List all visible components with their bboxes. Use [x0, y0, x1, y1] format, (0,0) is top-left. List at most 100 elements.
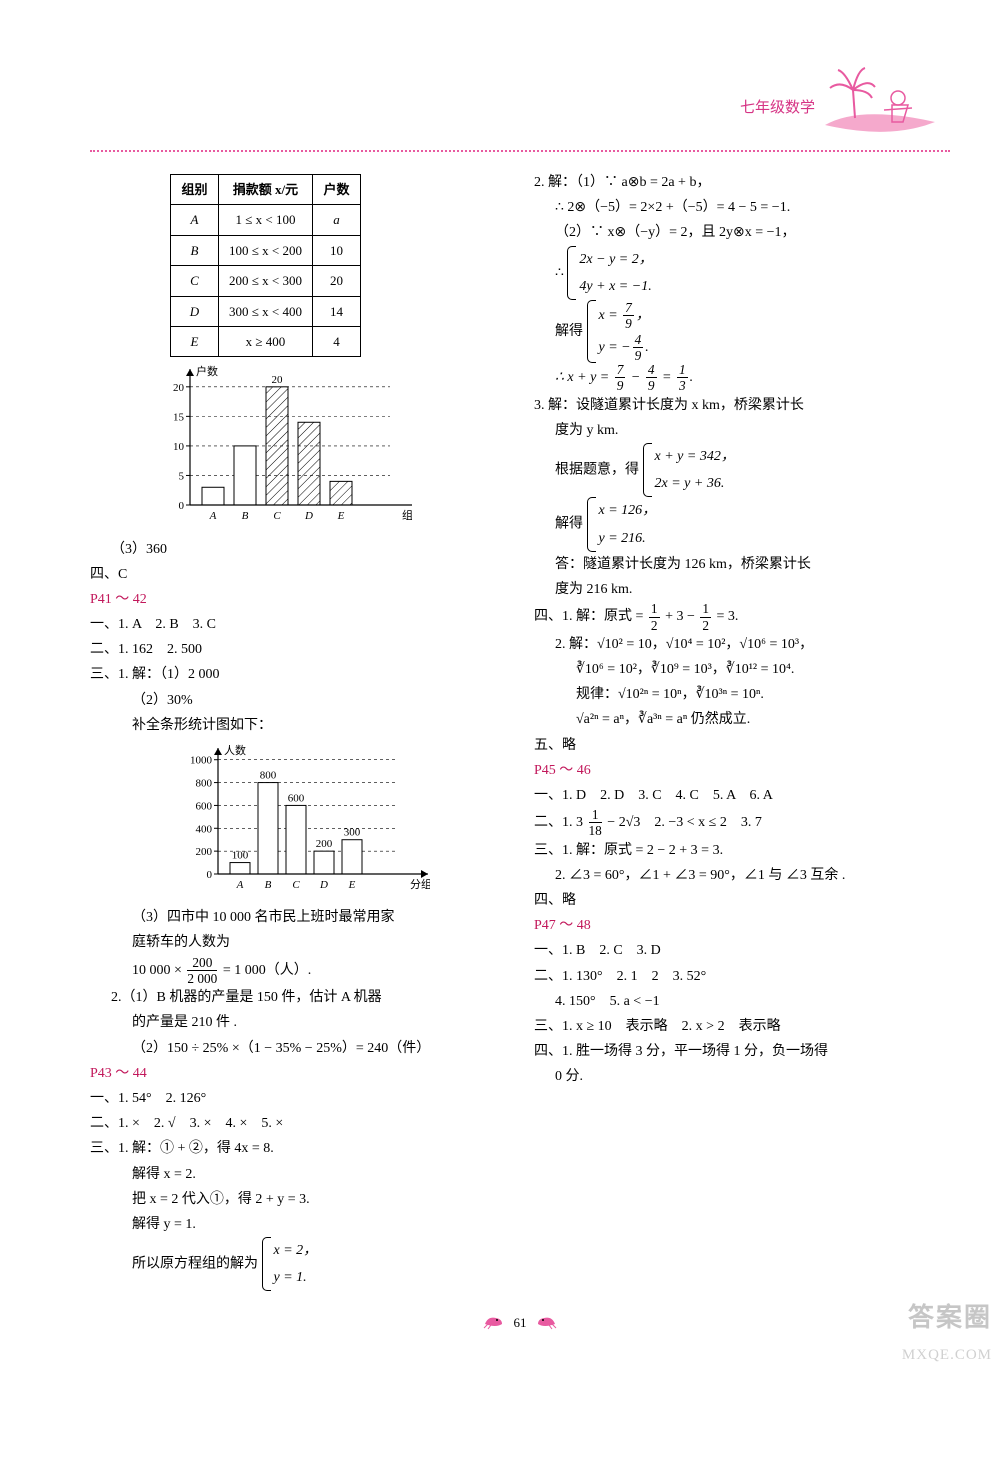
table-cell: 300 ≤ x < 400	[219, 296, 313, 326]
text-line: 2. 解：√10² = 10，√10⁴ = 10²，√10⁶ = 10³，	[534, 632, 950, 657]
text-span: y = −	[599, 340, 631, 355]
brace-group: x = 126， y = 216.	[587, 497, 657, 551]
brace-group: x = 2， y = 1.	[262, 1237, 318, 1291]
text-span: 二、1. 3	[534, 815, 587, 830]
svg-text:800: 800	[196, 778, 213, 790]
svg-text:C: C	[273, 510, 281, 522]
text-span: + 3 −	[662, 609, 699, 624]
svg-text:100: 100	[232, 850, 249, 862]
text-span: − 2√3 2. −3 < x ≤ 2 3. 7	[604, 815, 762, 830]
svg-text:人数: 人数	[224, 744, 246, 757]
svg-text:1000: 1000	[190, 755, 213, 767]
text-line: 二、1. 3 118 − 2√3 2. −3 < x ≤ 2 3. 7	[534, 808, 950, 838]
svg-text:B: B	[242, 510, 249, 522]
equation: 4y + x = −1.	[579, 273, 652, 300]
table-cell: a	[312, 205, 360, 235]
left-column: 组别 捐款额 x/元 户数 A 1 ≤ x < 100a B 100 ≤ x < 2…	[90, 170, 506, 1291]
text-line: 四、略	[534, 888, 950, 913]
svg-text:800: 800	[260, 770, 277, 782]
svg-text:分组: 分组	[410, 877, 430, 891]
table-cell: E	[171, 326, 219, 356]
text-line: 庭轿车的人数为	[90, 930, 506, 955]
text-line: 二、1. × 2. √ 3. × 4. × 5. ×	[90, 1111, 506, 1136]
table-cell: 4	[312, 326, 360, 356]
text-line: 0 分.	[534, 1064, 950, 1089]
text-line: ∴ 2⊗（−5）= 2×2 +（−5）= 4 − 5 = −1.	[534, 195, 950, 220]
frac-den: 9	[623, 316, 634, 330]
text-line: 二、1. 162 2. 500	[90, 637, 506, 662]
watermark-title: 答案圈	[902, 1295, 992, 1342]
equation: x = 2，	[274, 1237, 318, 1264]
svg-text:A: A	[236, 879, 244, 891]
svg-text:E: E	[337, 510, 345, 522]
svg-text:400: 400	[196, 823, 213, 835]
text-line: 三、1. x ≥ 10 表示略 2. x > 2 表示略	[534, 1014, 950, 1039]
table-cell: 100 ≤ x < 200	[219, 235, 313, 265]
frac-num: 7	[615, 363, 626, 378]
text-line: 规律：√10²ⁿ = 10ⁿ，∛10³ⁿ = 10ⁿ.	[534, 682, 950, 707]
text-line: 解得 x = 2.	[90, 1162, 506, 1187]
text-line: 一、1. 54° 2. 126°	[90, 1086, 506, 1111]
brace-group: x = 79， y = −49.	[587, 300, 650, 363]
table-cell: D	[171, 296, 219, 326]
text-line: 三、1. 解：原式 = 2 − 2 + 3 = 3.	[534, 838, 950, 863]
text-line: （2）30%	[90, 688, 506, 713]
table-header: 组别	[171, 175, 219, 205]
svg-text:20: 20	[173, 382, 185, 394]
frac-den: 2 000	[187, 971, 217, 985]
svg-text:E: E	[348, 879, 356, 891]
text-line: 五、略	[534, 733, 950, 758]
text-line: 三、1. 解：① + ②，得 4x = 8.	[90, 1136, 506, 1161]
svg-text:600: 600	[196, 800, 213, 812]
text-line: ∴ 2x − y = 2， 4y + x = −1.	[534, 246, 950, 300]
text-line: 所以原方程组的解为 x = 2， y = 1.	[90, 1237, 506, 1291]
bird-icon	[482, 1312, 504, 1337]
text-line: 2.（1）B 机器的产量是 150 件，估计 A 机器	[90, 985, 506, 1010]
text-span: x =	[599, 308, 622, 323]
svg-text:D: D	[304, 510, 313, 522]
text-line: 四、1. 解：原式 = 12 + 3 − 12 = 3.	[534, 602, 950, 632]
frac-num: 1	[700, 602, 711, 617]
svg-text:5: 5	[179, 471, 185, 483]
page-ref: P47 ～ 48	[534, 913, 950, 938]
subject-label: 七年级数学	[740, 95, 815, 122]
text-span: ∴	[555, 265, 564, 280]
equation: x + y = 342，	[655, 443, 735, 470]
text-span: 10 000 ×	[132, 963, 185, 978]
text-span: = 1 000（人）.	[219, 963, 311, 978]
equation: 2x − y = 2，	[579, 246, 652, 273]
table-header: 捐款额 x/元	[219, 175, 313, 205]
watermark: 答案圈 MXQE.COM	[902, 1295, 992, 1369]
svg-text:300: 300	[344, 827, 361, 839]
text-span: 解得	[555, 324, 583, 339]
text-line: 一、1. A 2. B 3. C	[90, 612, 506, 637]
text-line: 二、1. 130° 2. 1 2 3. 52°	[534, 964, 950, 989]
svg-text:0: 0	[207, 869, 213, 881]
page-ref: P43 ～ 44	[90, 1061, 506, 1086]
frac-num: 1	[677, 363, 688, 378]
page-ref: P45 ～ 46	[534, 758, 950, 783]
table-cell: 10	[312, 235, 360, 265]
text-line: 解得 x = 126， y = 216.	[534, 497, 950, 551]
table-cell: 200 ≤ x < 300	[219, 266, 313, 296]
text-line: 2. 解：（1）∵ a⊗b = 2a + b，	[534, 170, 950, 195]
frac-den: 9	[615, 378, 626, 392]
text-line: 三、1. 解：（1）2 000	[90, 662, 506, 687]
text-line: （3）360	[90, 537, 506, 562]
text-line: ∛10⁶ = 10²，∛10⁹ = 10³，∛10¹² = 10⁴.	[534, 657, 950, 682]
text-line: √a²ⁿ = aⁿ，∛a³ⁿ = aⁿ 仍然成立.	[534, 707, 950, 732]
frac-num: 4	[646, 363, 657, 378]
table-cell: 1 ≤ x < 100	[219, 205, 313, 235]
frac-den: 2	[649, 618, 660, 632]
svg-text:C: C	[292, 879, 300, 891]
right-column: 2. 解：（1）∵ a⊗b = 2a + b， ∴ 2⊗（−5）= 2×2 +（…	[534, 170, 950, 1291]
bird-icon	[536, 1312, 558, 1337]
svg-text:组别: 组别	[402, 508, 412, 522]
text-line: 度为 216 km.	[534, 577, 950, 602]
table-cell: 14	[312, 296, 360, 326]
frac-den: 2	[700, 618, 711, 632]
frac-den: 9	[646, 378, 657, 392]
text-line: 10 000 × 2002 000 = 1 000（人）.	[90, 956, 506, 986]
text-span: 所以原方程组的解为	[132, 1256, 258, 1271]
svg-text:户数: 户数	[196, 364, 218, 378]
